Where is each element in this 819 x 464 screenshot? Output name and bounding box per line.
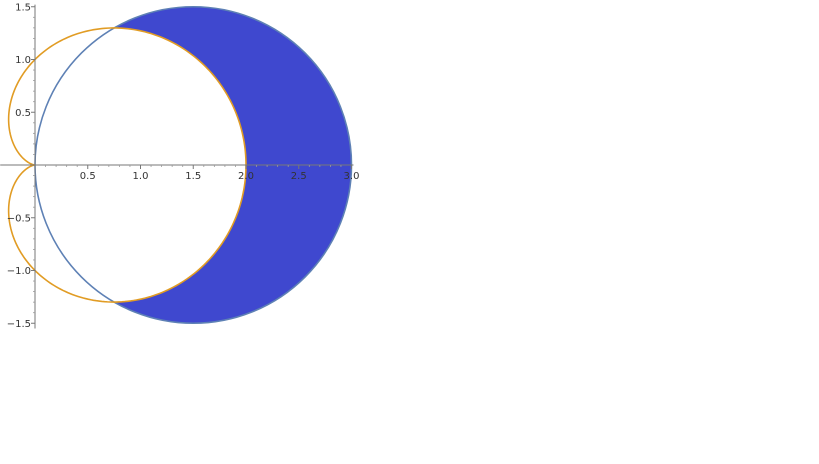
shaded-region-layer (114, 6, 352, 324)
x-tick-label: 0.5 (80, 171, 96, 182)
y-tick-label: 1.0 (15, 55, 31, 66)
x-tick-label: 1.0 (133, 171, 149, 182)
x-tick-label: 1.5 (185, 171, 201, 182)
x-tick-label: 3.0 (344, 171, 360, 182)
axes-layer: 0.5 1.0 1.5 2.0 2.5 3.0 −1.5 −1.0 −0.5 0.5 1.0 1.5 (0, 2, 359, 330)
x-tick-label: 2.5 (291, 171, 307, 182)
shaded-region (114, 6, 352, 324)
x-tick-label: 2.0 (238, 171, 254, 182)
y-tick-label: −1.0 (7, 266, 31, 277)
y-tick-label: −0.5 (7, 213, 31, 224)
y-tick-label: −1.5 (7, 319, 31, 330)
y-tick-label: 0.5 (15, 108, 31, 119)
y-tick-label: 1.5 (15, 2, 31, 13)
